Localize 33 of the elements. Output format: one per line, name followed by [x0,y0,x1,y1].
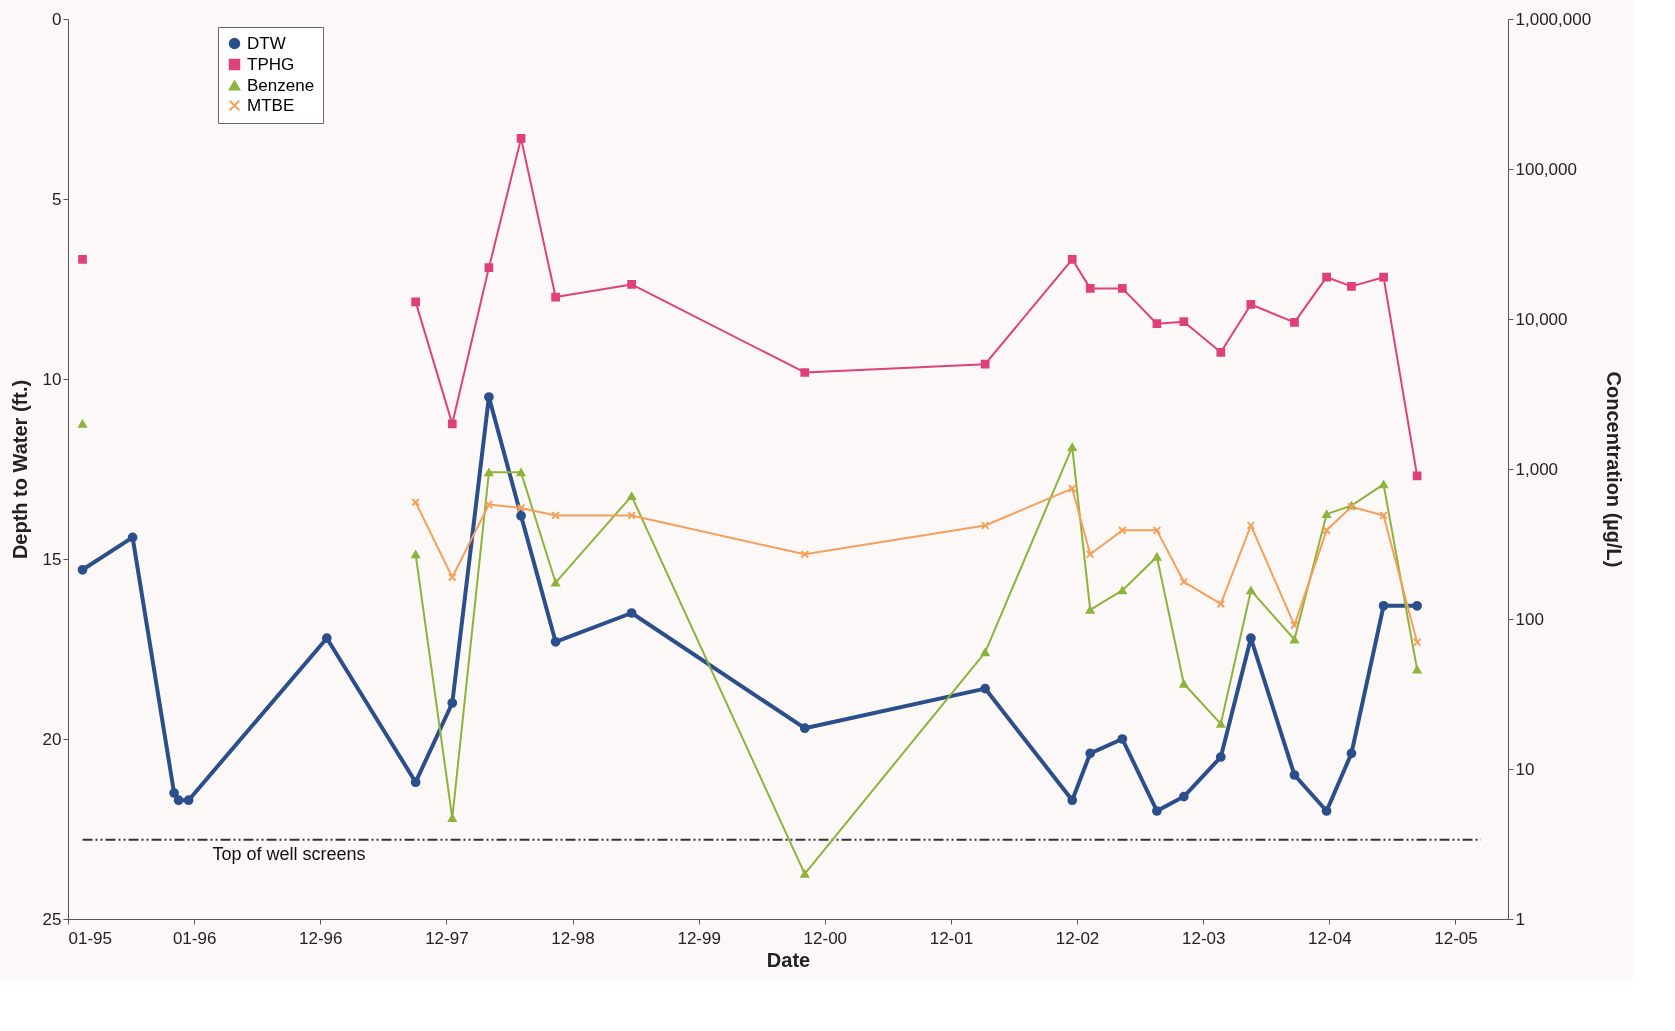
x-tick-label: 01-96 [172,928,217,948]
y2-tick-label: 1,000 [1515,459,1559,479]
x-tick-label: 12-99 [677,928,721,948]
legend-label: DTW [247,33,286,53]
x-tick-label: 01-95 [68,928,112,948]
x-tick-label: 12-00 [803,928,848,948]
legend-label: MTBE [247,95,295,115]
x-tick-label: 12-03 [1181,928,1226,948]
y-tick-label: 10 [42,369,62,389]
y2-tick-label: 10 [1515,759,1535,779]
y2-tick-label: 1 [1515,909,1525,929]
y-tick-label: 25 [42,909,62,929]
x-tick-label: 12-01 [929,928,974,948]
legend-label: TPHG [247,54,295,74]
x-tick-label: 12-97 [425,928,469,948]
x-tick-label: 12-05 [1434,928,1478,948]
y2-tick-label: 1,000,000 [1515,9,1592,29]
y2-axis-title: Concentration (µg/L) [1603,371,1626,568]
y-tick-label: 0 [52,9,62,29]
y-tick-label: 20 [42,729,62,749]
x-tick-label: 12-04 [1308,928,1352,948]
x-tick-label: 12-98 [551,928,595,948]
y2-tick-label: 100,000 [1515,159,1577,179]
y2-tick-label: 100 [1515,609,1544,629]
x-tick-label: 12-02 [1055,928,1100,948]
y-tick-label: 15 [42,549,62,569]
legend-label: Benzene [247,75,315,95]
y2-tick-label: 10,000 [1515,309,1568,329]
ref-line-label: Top of well screens [212,843,366,864]
y-axis-title: Depth to Water (ft.) [8,379,31,560]
x-tick-label: 12-96 [299,928,343,948]
x-axis-title: Date [766,948,811,971]
y-tick-label: 5 [52,189,62,209]
